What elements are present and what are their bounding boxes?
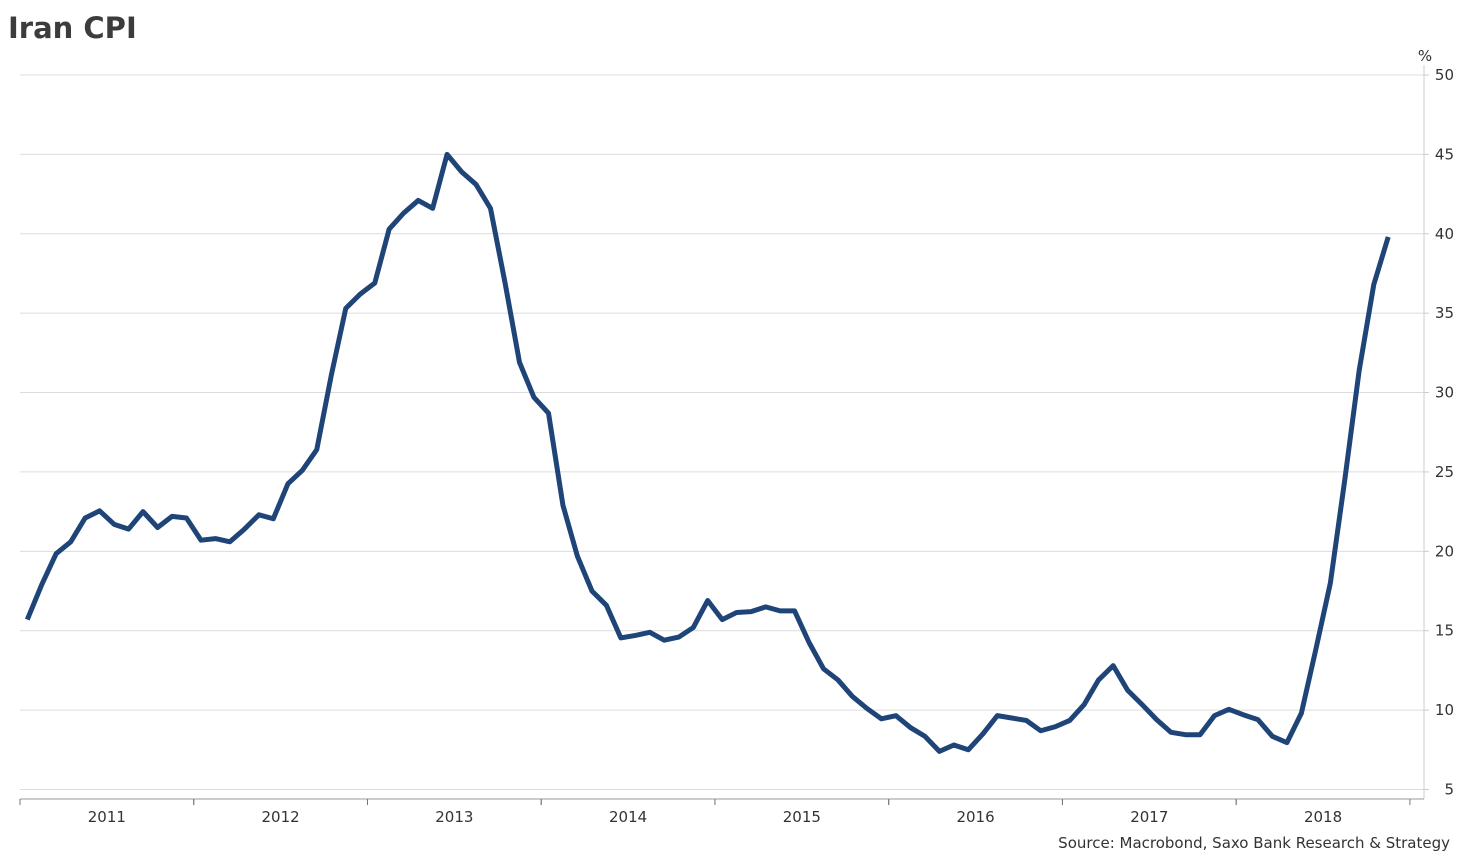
y-unit: % <box>1418 47 1432 65</box>
y-tick-label: 40 <box>1435 225 1454 243</box>
x-tick-label: 2013 <box>435 808 473 826</box>
x-tick-label: 2011 <box>88 808 126 826</box>
y-tick-label: 20 <box>1435 542 1454 560</box>
x-tick-label: 2018 <box>1304 808 1342 826</box>
y-tick-label: 45 <box>1435 145 1454 163</box>
x-tick-label: 2017 <box>1130 808 1168 826</box>
y-tick-label: 25 <box>1435 463 1454 481</box>
y-tick-label: 50 <box>1435 66 1454 84</box>
y-tick-label: 35 <box>1435 304 1454 322</box>
y-tick-label: 10 <box>1435 701 1454 719</box>
source: Source: Macrobond, Saxo Bank Research & … <box>1058 834 1450 852</box>
y-tick-label: 5 <box>1444 780 1454 798</box>
x-tick-label: 2012 <box>262 808 300 826</box>
x-tick-label: 2014 <box>609 808 647 826</box>
line <box>24 151 1391 754</box>
chart-title: Iran CPI <box>8 11 137 45</box>
y-tick-label: 15 <box>1435 622 1454 640</box>
y-tick-label: 30 <box>1435 384 1454 402</box>
x-tick-label: 2015 <box>783 808 821 826</box>
x-tick-label: 2016 <box>956 808 994 826</box>
